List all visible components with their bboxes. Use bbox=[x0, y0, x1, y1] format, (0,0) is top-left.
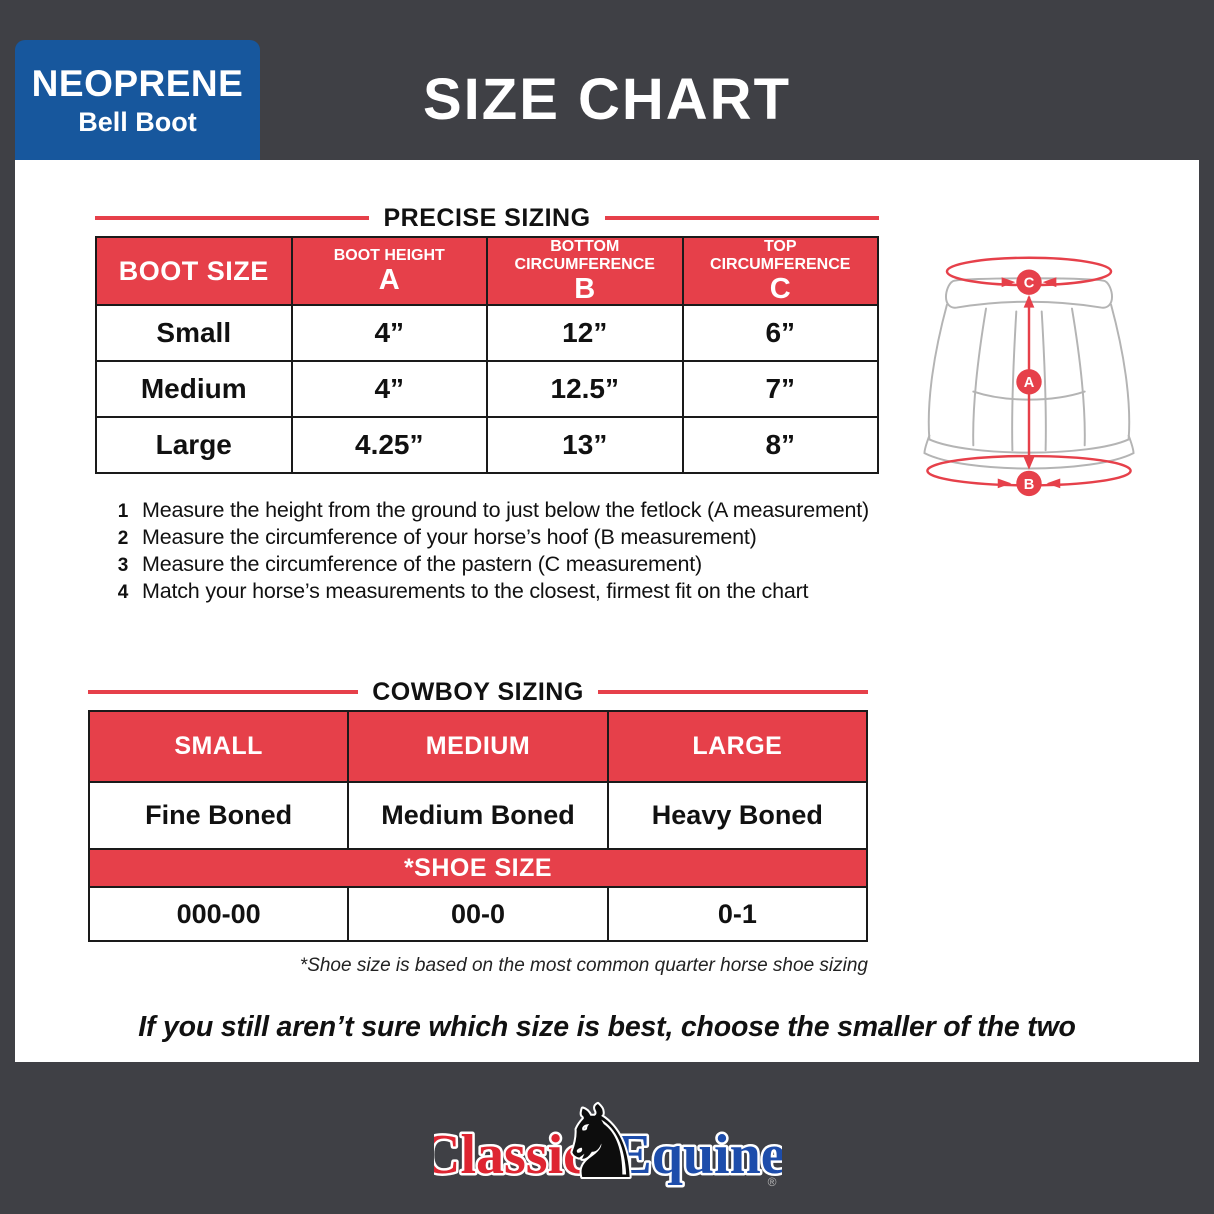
registered-trademark-symbol: ® bbox=[768, 1175, 777, 1189]
table-row-small-size: Small bbox=[96, 305, 292, 361]
content-card: PRECISE SIZING BOOT SIZE BOOT HEIGHT A B… bbox=[15, 160, 1199, 1062]
cowboy-header-medium: MEDIUM bbox=[348, 711, 608, 782]
step-number: 2 bbox=[117, 528, 129, 549]
cowboy-sizing-table: SMALL MEDIUM LARGE Fine Boned Medium Bon… bbox=[88, 710, 868, 942]
cowboy-header-small: SMALL bbox=[89, 711, 349, 782]
step-text: Measure the circumference of your horse’… bbox=[142, 525, 757, 549]
cowboy-sizing-heading: COWBOY SIZING bbox=[88, 677, 869, 706]
header-label: TOP CIRCUMFERENCE bbox=[710, 238, 851, 273]
header-label: BOOT SIZE bbox=[118, 255, 269, 286]
instruction-step-3: 3 Measure the circumference of the paste… bbox=[114, 552, 894, 579]
boned-cell-large: Heavy Boned bbox=[607, 782, 867, 849]
instruction-step-4: 4 Match your horse’s measurements to the… bbox=[114, 579, 894, 606]
red-rule-left bbox=[88, 690, 359, 694]
red-rule-right bbox=[597, 690, 869, 694]
table-row-small-a: 4” bbox=[291, 305, 487, 361]
table-row-large-a: 4.25” bbox=[291, 417, 487, 473]
diagram-label-b: B bbox=[1024, 477, 1035, 493]
table-row-large-b: 13” bbox=[487, 417, 683, 473]
step-text: Measure the height from the ground to ju… bbox=[142, 498, 869, 522]
bell-boot-measurement-diagram: C A B bbox=[923, 256, 1135, 497]
precise-sizing-title: PRECISE SIZING bbox=[383, 203, 591, 232]
classic-equine-logo: Classic Equine ♞ ® bbox=[434, 1082, 782, 1196]
header-letter: B bbox=[574, 273, 596, 305]
step-number: 3 bbox=[117, 555, 129, 576]
instruction-step-2: 2 Measure the circumference of your hors… bbox=[114, 525, 894, 552]
column-header-boot-height: BOOT HEIGHT A bbox=[291, 237, 487, 305]
cowboy-header-large: LARGE bbox=[607, 711, 867, 782]
column-header-boot-size: BOOT SIZE bbox=[96, 237, 292, 305]
product-subname: Bell Boot bbox=[78, 106, 197, 137]
table-row-small-c: 6” bbox=[682, 305, 878, 361]
diagram-label-a: A bbox=[1024, 375, 1035, 391]
closing-note: If you still aren’t sure which size is b… bbox=[138, 1011, 1076, 1043]
column-header-bottom-circumference: BOTTOM CIRCUMFERENCE B bbox=[487, 237, 683, 305]
shoe-size-small: 000-00 bbox=[89, 887, 349, 941]
table-row-medium-c: 7” bbox=[682, 361, 878, 417]
header-letter: C bbox=[769, 273, 791, 305]
table-row-medium-a: 4” bbox=[291, 361, 487, 417]
product-name: NEOPRENE bbox=[31, 62, 244, 104]
boned-cell-medium: Medium Boned bbox=[348, 782, 608, 849]
knight-chess-piece-icon: ♞ bbox=[556, 1084, 646, 1196]
shoe-size-large: 0-1 bbox=[607, 887, 867, 941]
shoe-size-footnote: *Shoe size is based on the most common q… bbox=[299, 955, 868, 976]
step-number: 1 bbox=[117, 501, 129, 522]
step-text: Match your horse’s measurements to the c… bbox=[142, 579, 809, 603]
table-row-large-c: 8” bbox=[682, 417, 878, 473]
measuring-instructions: 1 Measure the height from the ground to … bbox=[114, 498, 894, 606]
table-row-large-size: Large bbox=[96, 417, 292, 473]
product-badge: NEOPRENE Bell Boot bbox=[15, 40, 260, 160]
header-letter: A bbox=[378, 264, 400, 296]
instruction-step-1: 1 Measure the height from the ground to … bbox=[114, 498, 894, 525]
red-rule-right bbox=[604, 216, 880, 220]
header-label: BOOT HEIGHT bbox=[333, 247, 445, 264]
table-row-medium-b: 12.5” bbox=[487, 361, 683, 417]
header-label: BOTTOM CIRCUMFERENCE bbox=[514, 238, 655, 273]
table-row-small-b: 12” bbox=[487, 305, 683, 361]
shoe-size-medium: 00-0 bbox=[348, 887, 608, 941]
step-number: 4 bbox=[117, 582, 129, 603]
red-rule-left bbox=[95, 216, 370, 220]
precise-sizing-heading: PRECISE SIZING bbox=[95, 203, 880, 232]
column-header-top-circumference: TOP CIRCUMFERENCE C bbox=[682, 237, 878, 305]
cowboy-sizing-title: COWBOY SIZING bbox=[372, 677, 584, 706]
logo-word-classic: Classic bbox=[434, 1124, 588, 1186]
logo-word-equine: Equine bbox=[614, 1124, 782, 1186]
diagram-label-c: C bbox=[1024, 276, 1035, 292]
step-text: Measure the circumference of the pastern… bbox=[142, 552, 702, 576]
boned-cell-small: Fine Boned bbox=[89, 782, 349, 849]
page-title: SIZE CHART bbox=[423, 67, 791, 132]
table-row-medium-size: Medium bbox=[96, 361, 292, 417]
precise-sizing-table: BOOT SIZE BOOT HEIGHT A BOTTOM CIRCUMFER… bbox=[95, 236, 879, 474]
shoe-size-header: *SHOE SIZE bbox=[89, 849, 867, 887]
